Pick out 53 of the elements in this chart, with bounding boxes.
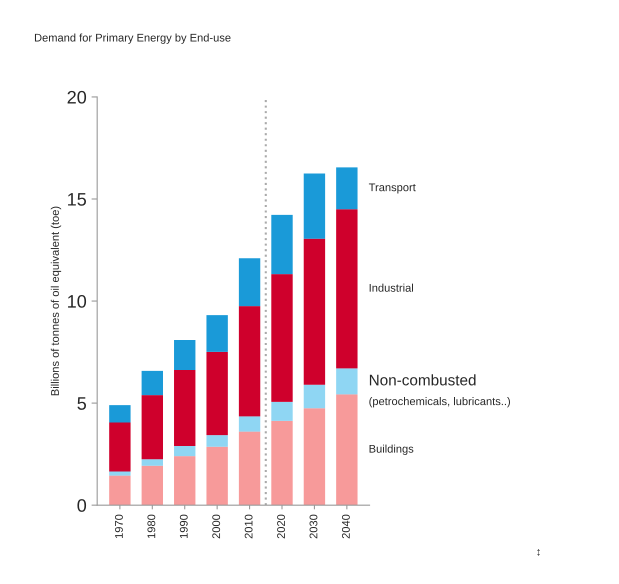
bar [238,416,260,432]
series-label: Non-combusted [370,374,476,386]
y-tick-label: 10 [68,294,86,308]
chart-title: Demand for Primary Energy by End-use [34,33,231,44]
x-tick-label: 2040 [342,514,350,538]
bar [206,352,228,436]
bar [109,422,131,472]
bar [238,258,260,306]
bar [142,459,164,466]
y-axis-title: Billions of tonnes of oil equivalent (toe) [50,206,62,396]
bar [271,214,293,274]
series-label: Industrial [370,284,413,292]
series-label: Transport [368,184,416,194]
bar [271,402,293,421]
bar [109,476,131,506]
bar [238,432,260,506]
y-tick-label: 5 [77,397,86,410]
bar [304,173,326,239]
y-tick-label: 20 [68,90,86,104]
text: ↕ [537,549,540,556]
x-tick-label: 2000 [212,514,220,538]
bar [304,408,326,506]
bar [174,340,196,370]
bar [304,384,326,408]
y-tick-label: 15 [68,193,86,206]
bar [174,370,196,446]
bar [336,394,358,506]
bar [109,405,131,422]
bar [174,456,196,506]
annotation: (petrochemicals, lubricants..) [369,397,510,408]
bar [271,274,293,402]
bar [271,420,293,506]
bar [206,315,228,352]
y-tick-label: 0 [77,499,86,512]
bar [142,466,164,506]
bar [142,395,164,460]
bar [174,446,196,456]
bar [336,368,358,394]
x-tick-label: 2020 [277,514,285,538]
bar [206,446,228,506]
bar [109,471,131,476]
bar [206,435,228,447]
x-tick-label: 1970 [114,514,123,538]
series-label: Buildings [370,444,414,455]
bar [336,209,358,368]
x-tick-label: 2010 [244,514,253,538]
bar [238,306,260,416]
x-tick-label: 1990 [180,514,188,538]
x-tick-label: 1980 [147,514,156,538]
bar [304,238,326,385]
x-tick-label: 2030 [310,514,318,538]
bar [142,370,164,396]
bar [336,167,358,210]
